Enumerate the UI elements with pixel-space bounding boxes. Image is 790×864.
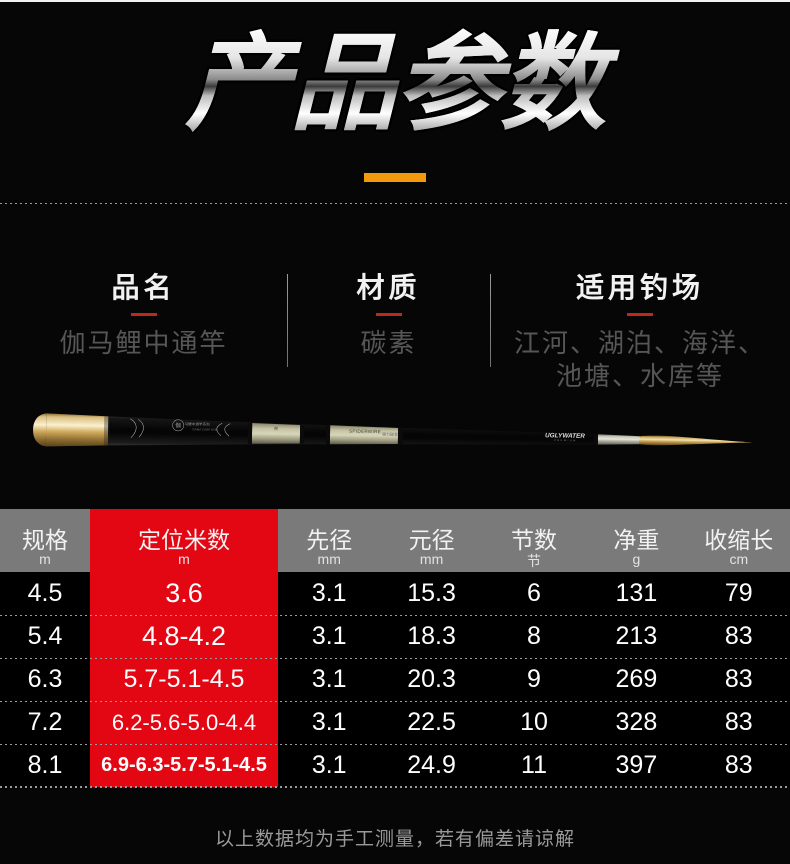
svg-text:马鲤中通竿系列: 马鲤中通竿系列 — [185, 421, 211, 426]
svg-text:SPIDERWIRE: SPIDERWIRE — [349, 429, 381, 435]
svg-text:伽: 伽 — [175, 421, 181, 429]
svg-text:强力碳素: 强力碳素 — [382, 431, 398, 437]
svg-text:R: R — [274, 426, 278, 432]
svg-text:GAMA CARP ROD: GAMA CARP ROD — [192, 427, 218, 431]
svg-text:产品参数: 产品参数 — [185, 25, 620, 143]
svg-text:P R E M I U M: P R E M I U M — [554, 439, 576, 442]
